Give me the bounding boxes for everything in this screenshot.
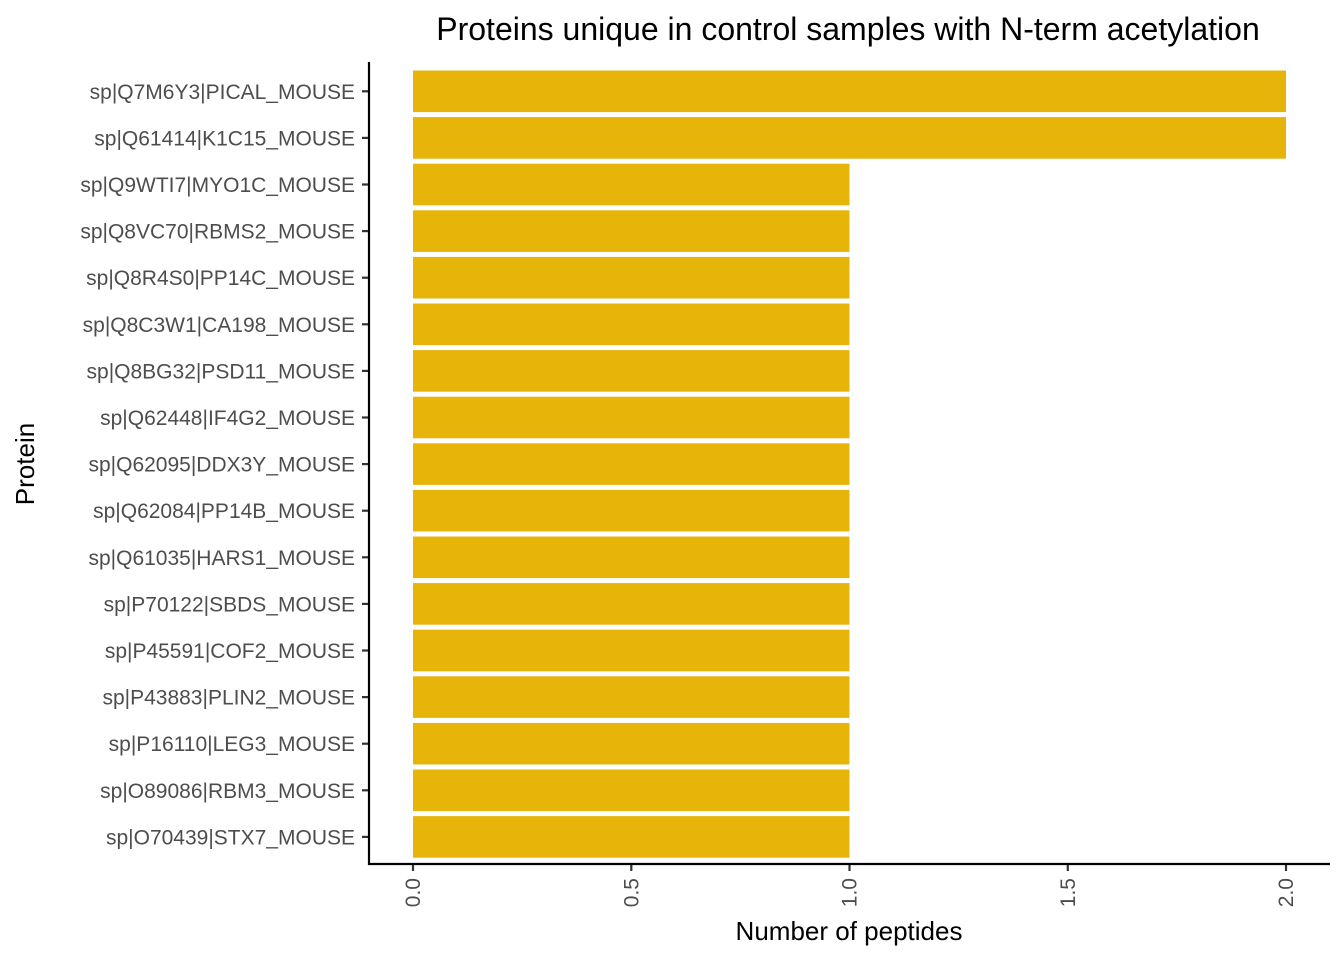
y-tick-label: sp|Q62095|DDX3Y_MOUSE xyxy=(88,454,355,477)
y-tick-label: sp|O89086|RBM3_MOUSE xyxy=(100,780,355,803)
bar-9 xyxy=(413,489,850,532)
x-axis-title: Number of peptides xyxy=(736,916,963,946)
y-axis-title: Protein xyxy=(10,423,40,505)
bar-2 xyxy=(413,163,850,206)
y-tick-label: sp|Q7M6Y3|PICAL_MOUSE xyxy=(90,81,355,104)
x-tick-label: 0.0 xyxy=(402,878,425,907)
bar-8 xyxy=(413,443,850,485)
bar-13 xyxy=(413,676,850,718)
y-tick-label: sp|Q61035|HARS1_MOUSE xyxy=(88,547,355,570)
y-tick-label: sp|Q8BG32|PSD11_MOUSE xyxy=(87,360,355,383)
y-tick-label: sp|O70439|STX7_MOUSE xyxy=(106,826,355,849)
y-tick-label: sp|Q62084|PP14B_MOUSE xyxy=(93,500,355,523)
x-axis-ticks: 0.0 0.5 1.0 1.5 2.0 xyxy=(402,864,1298,907)
bar-4 xyxy=(413,256,850,299)
y-tick-label: sp|Q62448|IF4G2_MOUSE xyxy=(100,407,355,430)
bar-6 xyxy=(413,350,850,392)
bar-7 xyxy=(413,396,850,439)
y-tick-label: sp|Q61414|K1C15_MOUSE xyxy=(94,127,355,150)
y-tick-label: sp|Q8C3W1|CA198_MOUSE xyxy=(83,314,355,337)
y-tick-label: sp|P70122|SBDS_MOUSE xyxy=(104,593,355,616)
chart-title: Proteins unique in control samples with … xyxy=(436,11,1259,47)
x-tick-label: 2.0 xyxy=(1275,878,1298,907)
bar-14 xyxy=(413,722,850,765)
bar-15 xyxy=(413,769,850,812)
y-tick-label: sp|P16110|LEG3_MOUSE xyxy=(109,733,355,756)
bar-3 xyxy=(413,210,850,252)
x-tick-label: 0.5 xyxy=(620,878,643,907)
x-tick-label: 1.5 xyxy=(1057,878,1080,907)
y-axis-ticks: sp|Q7M6Y3|PICAL_MOUSE sp|Q61414|K1C15_MOU… xyxy=(80,81,369,849)
bar-16 xyxy=(413,816,850,858)
bar-5 xyxy=(413,303,850,346)
y-tick-label: sp|Q8R4S0|PP14C_MOUSE xyxy=(86,267,355,290)
bar-1 xyxy=(413,117,1286,159)
bar-12 xyxy=(413,629,850,672)
y-tick-label: sp|Q8VC70|RBMS2_MOUSE xyxy=(80,221,355,244)
bar-11 xyxy=(413,583,850,625)
y-tick-label: sp|P43883|PLIN2_MOUSE xyxy=(102,687,355,710)
y-tick-label: sp|P45591|COF2_MOUSE xyxy=(105,640,355,663)
bar-10 xyxy=(413,536,850,579)
bar-0 xyxy=(413,70,1286,113)
y-tick-label: sp|Q9WTI7|MYO1C_MOUSE xyxy=(80,174,355,197)
bars-group xyxy=(413,70,1286,858)
x-tick-label: 1.0 xyxy=(839,878,862,907)
